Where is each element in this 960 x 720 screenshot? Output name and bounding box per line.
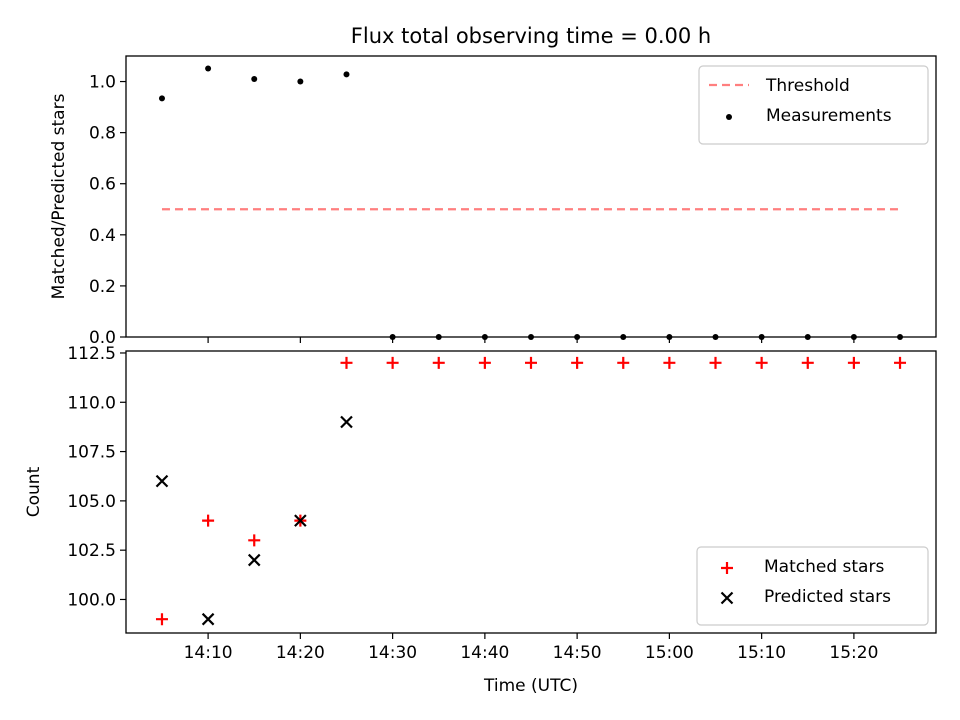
predicted-stars-point <box>340 415 353 429</box>
legend-matched-stars-swatch <box>721 562 733 574</box>
x-axis-label: Time (UTC) <box>483 676 578 696</box>
count-panel-ylabel: Count <box>24 466 44 517</box>
predicted-stars-point <box>294 514 307 527</box>
legend-predicted-stars-swatch <box>720 591 734 605</box>
count-panel-ytick-label: 110.0 <box>67 393 116 413</box>
chart-title: Flux total observing time = 0.00 h <box>351 24 711 48</box>
ratio-panel-ytick-label: 0.4 <box>89 226 116 246</box>
count-panel-ytick-label: 100.0 <box>67 590 116 610</box>
matched-stars-point <box>571 356 584 369</box>
ratio-panel-ytick-label: 0.0 <box>89 328 116 348</box>
matched-stars-point <box>755 356 768 369</box>
xtick-label: 15:00 <box>645 643 694 663</box>
matched-stars-point <box>709 356 722 369</box>
ratio-panel-legend <box>698 65 929 145</box>
xtick-label: 14:30 <box>368 643 417 663</box>
xtick-label: 14:10 <box>184 643 233 663</box>
matched-stars-point <box>617 356 630 369</box>
matched-stars-point <box>894 356 907 369</box>
plot-layer: 0.0 0.2 0.4 0.6 0.8 1.0 Matched/Predicted star… <box>24 55 937 696</box>
xtick-label: 14:20 <box>276 643 325 663</box>
matched-stars-point <box>155 613 168 626</box>
count-panel-frame <box>125 350 937 634</box>
predicted-stars-point <box>247 553 261 567</box>
matched-stars-point <box>386 356 399 369</box>
matched-stars-point <box>663 356 676 369</box>
count-panel-ytick-label: 107.5 <box>67 443 116 463</box>
count-panel-legend <box>696 546 929 626</box>
xtick-label: 15:20 <box>829 643 878 663</box>
legend-threshold-label: Threshold <box>765 76 850 96</box>
xtick-label: 15:10 <box>737 643 786 663</box>
matched-stars-point <box>248 534 261 547</box>
ratio-panel-ytick-label: 0.8 <box>89 124 116 144</box>
matched-stars-point <box>202 514 215 527</box>
measurements-point <box>251 75 258 82</box>
ratio-panel-ytick-label: 1.0 <box>89 73 116 93</box>
predicted-stars-point <box>155 474 169 488</box>
xtick-label: 14:40 <box>460 643 509 663</box>
legend-measurements-swatch <box>726 114 732 120</box>
legend-matched-stars-label: Matched stars <box>764 557 884 577</box>
predicted-stars-point <box>201 612 215 626</box>
count-panel-ytick-label: 112.5 <box>67 344 116 364</box>
matched-stars-point <box>847 356 860 369</box>
count-panel-ytick-label: 105.0 <box>67 492 116 512</box>
ratio-panel-ytick-label: 0.2 <box>89 277 116 297</box>
xtick-label: 14:50 <box>553 643 602 663</box>
count-panel-ytick-label: 102.5 <box>67 541 116 561</box>
ratio-panel-ylabel: Matched/Predicted stars <box>49 93 69 299</box>
measurements-point <box>205 65 212 72</box>
matched-stars-point <box>801 356 814 369</box>
ratio-panel-ytick-label: 0.6 <box>89 175 116 195</box>
measurements-point <box>297 78 304 85</box>
legend-measurements-label: Measurements <box>766 106 892 126</box>
measurements-point <box>343 71 350 78</box>
ratio-panel-frame <box>125 55 937 338</box>
matched-stars-point <box>525 356 537 369</box>
matched-stars-point <box>432 356 445 369</box>
matched-stars-point <box>478 356 491 369</box>
measurements-point <box>158 95 165 102</box>
matched-stars-point <box>340 356 353 369</box>
legend-predicted-stars-label: Predicted stars <box>764 587 891 607</box>
